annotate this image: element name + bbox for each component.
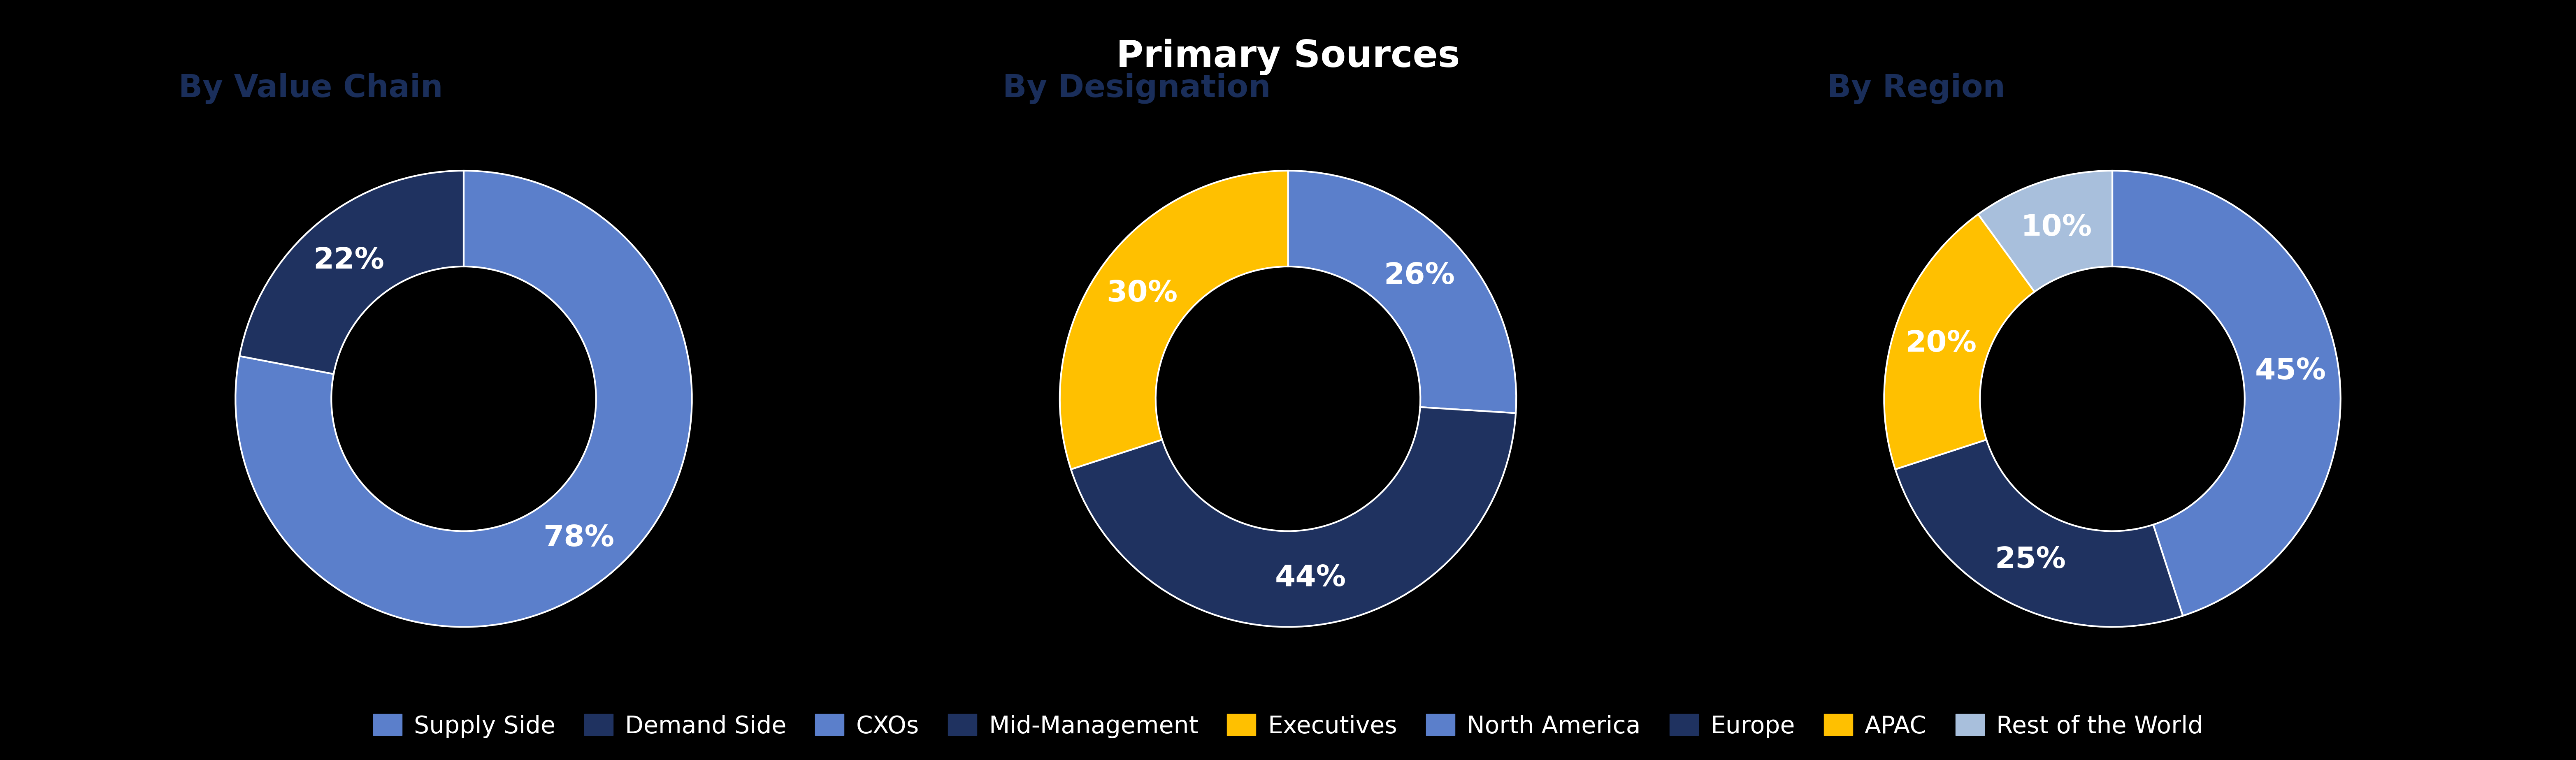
Text: 26%: 26% <box>1383 261 1455 290</box>
Text: By Value Chain: By Value Chain <box>178 73 443 104</box>
Text: 10%: 10% <box>2022 214 2092 242</box>
Wedge shape <box>1059 171 1288 470</box>
Text: 20%: 20% <box>1906 329 1976 357</box>
Wedge shape <box>1072 407 1515 627</box>
Text: 78%: 78% <box>544 524 613 552</box>
Wedge shape <box>1978 171 2112 292</box>
Text: By Designation: By Designation <box>1002 73 1270 104</box>
Wedge shape <box>2112 171 2342 616</box>
Text: 30%: 30% <box>1108 279 1177 307</box>
Text: By Region: By Region <box>1826 73 2004 104</box>
Text: Primary Sources: Primary Sources <box>1115 39 1461 75</box>
Wedge shape <box>1288 171 1517 413</box>
Text: 45%: 45% <box>2254 356 2326 385</box>
Wedge shape <box>1896 440 2182 627</box>
Text: 25%: 25% <box>1994 546 2066 574</box>
Legend: Supply Side, Demand Side, CXOs, Mid-Management, Executives, North America, Europ: Supply Side, Demand Side, CXOs, Mid-Mana… <box>366 707 2210 745</box>
Wedge shape <box>240 171 464 374</box>
Wedge shape <box>234 171 693 627</box>
Text: 44%: 44% <box>1275 563 1347 592</box>
Wedge shape <box>1883 214 2035 470</box>
Text: 22%: 22% <box>314 246 384 274</box>
